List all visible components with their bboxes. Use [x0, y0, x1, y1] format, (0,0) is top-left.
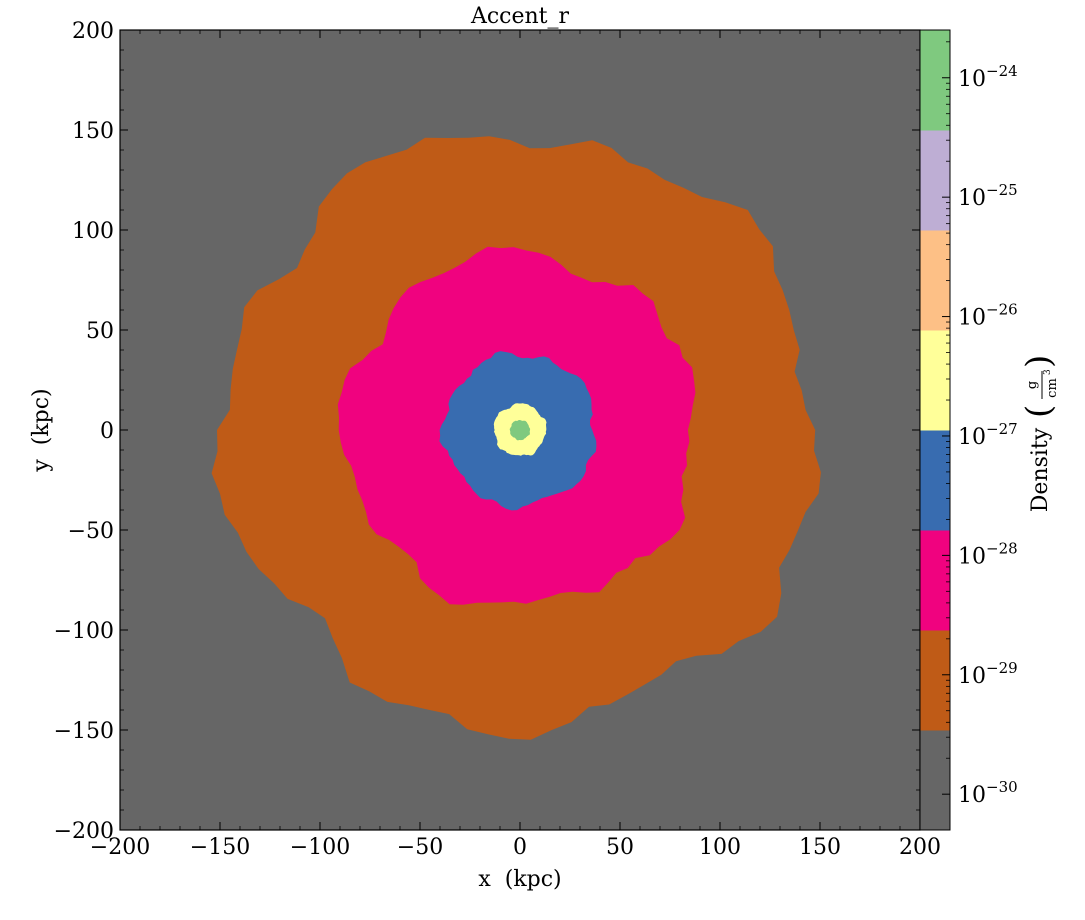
- colorbar-band: [920, 530, 950, 631]
- x-tick-label: 200: [899, 835, 941, 860]
- colorbar-band: [920, 430, 950, 531]
- chart-title: Accent_r: [470, 4, 570, 29]
- x-tick-label: −100: [290, 835, 350, 860]
- x-tick-label: 50: [606, 835, 634, 860]
- colorbar-frame: [919, 29, 951, 831]
- colorbar-unit-paren-close: ): [1019, 355, 1059, 368]
- colorbar-tick-label: 10−28: [958, 539, 1018, 569]
- colorbar-tick-label: 10−27: [958, 420, 1018, 450]
- colorbar-band: [920, 30, 950, 131]
- colorbar-unit-denominator: cm: [1045, 378, 1060, 398]
- colorbar-tick-label: 10−30: [958, 778, 1018, 808]
- colorbar-tick-label: 10−24: [958, 62, 1018, 92]
- y-tick-label: 0: [100, 419, 114, 444]
- x-tick-label: −50: [397, 835, 443, 860]
- colorbar-band: [920, 630, 950, 731]
- x-tick-label: 150: [799, 835, 841, 860]
- axis-ticks: [119, 29, 921, 831]
- x-tick-label: −200: [90, 835, 150, 860]
- colorbar-unit-power: 3: [1043, 369, 1053, 375]
- y-axis-label: y (kpc): [29, 388, 54, 472]
- x-axis-label: x (kpc): [478, 867, 561, 892]
- density-region-5: [509, 420, 531, 441]
- colorbar-unit-paren-open: (: [1019, 405, 1059, 418]
- y-tick-label: −100: [54, 619, 114, 644]
- x-tick-label: 100: [699, 835, 741, 860]
- colorbar: [919, 29, 951, 831]
- y-tick-label: −150: [54, 719, 114, 744]
- colorbar-tick-label: 10−29: [958, 659, 1018, 689]
- y-tick-labels: −200 −150 −100 −50 0 50 100 150 200: [54, 19, 114, 844]
- x-tick-label: 0: [513, 835, 527, 860]
- colorbar-title: Density ( g cm 3 ): [1019, 355, 1060, 512]
- y-tick-label: −50: [68, 519, 114, 544]
- y-tick-label: 150: [72, 119, 114, 144]
- y-tick-label: 50: [86, 319, 114, 344]
- density-regions: [211, 136, 821, 740]
- x-tick-label: −150: [190, 835, 250, 860]
- colorbar-band: [920, 730, 950, 831]
- y-tick-label: −200: [54, 819, 114, 844]
- colorbar-band: [920, 230, 950, 331]
- colorbar-tick-labels: 10−30 10−29 10−28 10−27 10−26 10−25 10−24: [958, 62, 1018, 808]
- y-tick-label: 200: [72, 19, 114, 44]
- colorbar-tick-label: 10−25: [958, 181, 1018, 211]
- colorbar-tick-label: 10−26: [958, 301, 1018, 331]
- y-tick-label: 100: [72, 219, 114, 244]
- colorbar-band: [920, 130, 950, 231]
- colorbar-unit-numerator: g: [1025, 381, 1040, 389]
- x-tick-labels: −200 −150 −100 −50 0 50 100 150 200: [90, 835, 941, 860]
- colorbar-label: Density: [1028, 427, 1053, 512]
- colorbar-band: [920, 330, 950, 431]
